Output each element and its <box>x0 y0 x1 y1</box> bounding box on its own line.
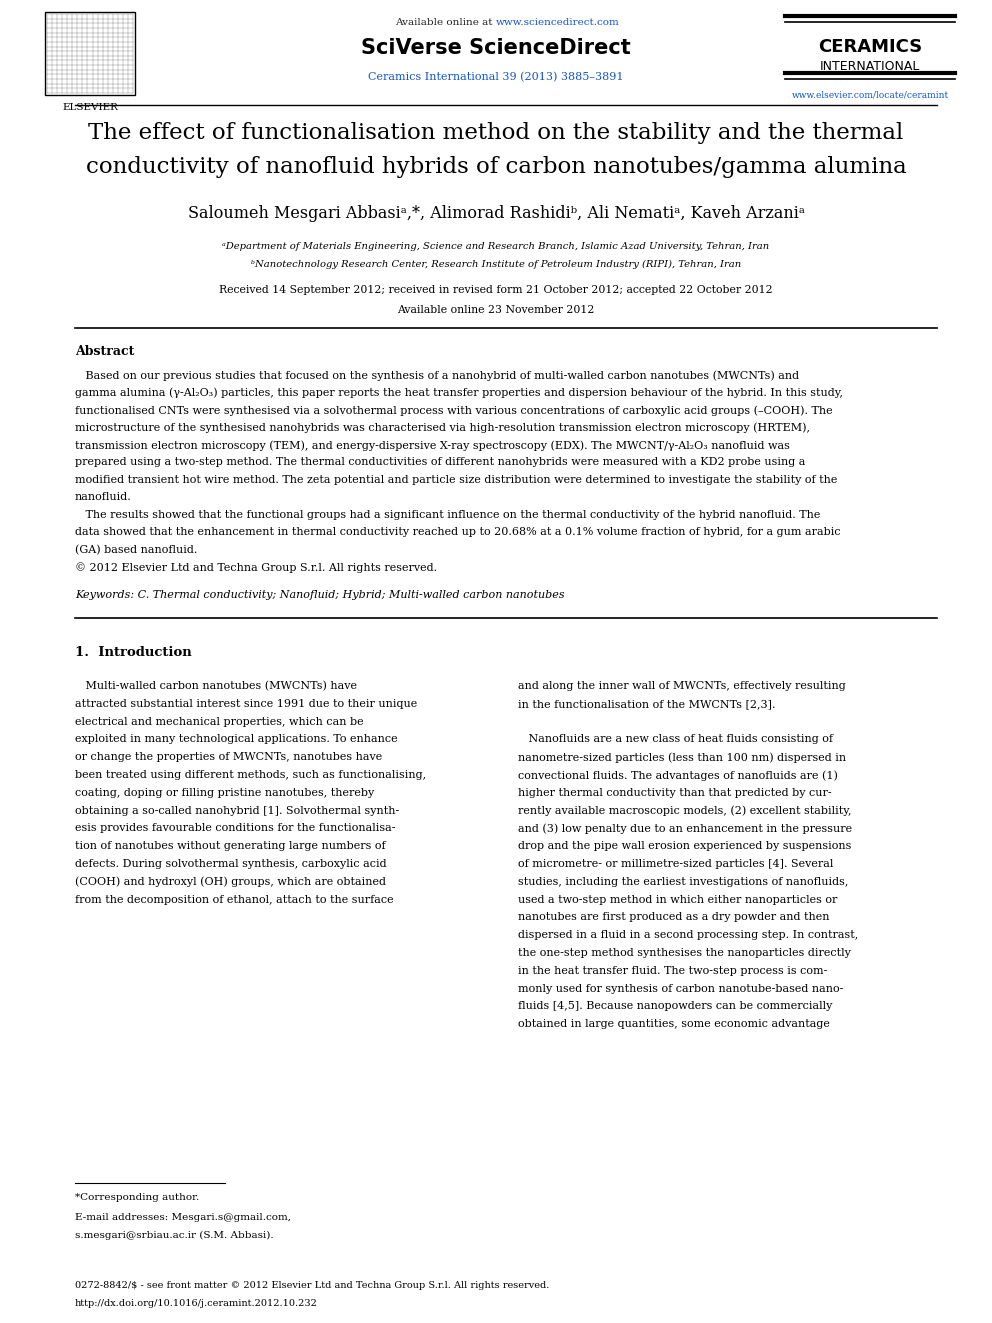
Text: Available online at: Available online at <box>395 19 496 26</box>
Text: attracted substantial interest since 1991 due to their unique: attracted substantial interest since 199… <box>75 699 418 709</box>
Text: gamma alumina (γ-Al₂O₃) particles, this paper reports the heat transfer properti: gamma alumina (γ-Al₂O₃) particles, this … <box>75 388 843 398</box>
Text: in the heat transfer fluid. The two-step process is com-: in the heat transfer fluid. The two-step… <box>519 966 828 976</box>
Text: SciVerse ScienceDirect: SciVerse ScienceDirect <box>361 38 631 58</box>
Text: tion of nanotubes without generating large numbers of: tion of nanotubes without generating lar… <box>75 841 386 851</box>
Text: monly used for synthesis of carbon nanotube-based nano-: monly used for synthesis of carbon nanot… <box>519 983 844 994</box>
Text: Available online 23 November 2012: Available online 23 November 2012 <box>398 306 594 315</box>
Text: www.elsevier.com/locate/ceramint: www.elsevier.com/locate/ceramint <box>792 90 948 99</box>
Text: or change the properties of MWCNTs, nanotubes have: or change the properties of MWCNTs, nano… <box>75 753 382 762</box>
Text: nanotubes are first produced as a dry powder and then: nanotubes are first produced as a dry po… <box>519 913 830 922</box>
Text: exploited in many technological applications. To enhance: exploited in many technological applicat… <box>75 734 398 745</box>
Text: esis provides favourable conditions for the functionalisа-: esis provides favourable conditions for … <box>75 823 396 833</box>
Text: used a two-step method in which either nanoparticles or: used a two-step method in which either n… <box>519 894 838 905</box>
Text: (COOH) and hydroxyl (OH) groups, which are obtained: (COOH) and hydroxyl (OH) groups, which a… <box>75 877 386 888</box>
Text: obtained in large quantities, some economic advantage: obtained in large quantities, some econo… <box>519 1019 830 1029</box>
Text: Received 14 September 2012; received in revised form 21 October 2012; accepted 2: Received 14 September 2012; received in … <box>219 284 773 295</box>
Text: E-mail addresses: Mesgari.s@gmail.com,: E-mail addresses: Mesgari.s@gmail.com, <box>75 1213 291 1222</box>
Text: conductivity of nanofluid hybrids of carbon nanotubes/gamma alumina: conductivity of nanofluid hybrids of car… <box>85 156 907 179</box>
Text: defects. During solvothermal synthesis, carboxylic acid: defects. During solvothermal synthesis, … <box>75 859 387 869</box>
Text: Keywords: C. Thermal conductivity; Nanofluid; Hybrid; Multi-walled carbon nanotu: Keywords: C. Thermal conductivity; Nanof… <box>75 590 564 601</box>
Text: Ceramics International 39 (2013) 3885–3891: Ceramics International 39 (2013) 3885–38… <box>368 71 624 82</box>
Text: data showed that the enhancement in thermal conductivity reached up to 20.68% at: data showed that the enhancement in ther… <box>75 528 840 537</box>
Text: been treated using different methods, such as functionalising,: been treated using different methods, su… <box>75 770 427 781</box>
Text: © 2012 Elsevier Ltd and Techna Group S.r.l. All rights reserved.: © 2012 Elsevier Ltd and Techna Group S.r… <box>75 562 437 573</box>
Text: http://dx.doi.org/10.1016/j.ceramint.2012.10.232: http://dx.doi.org/10.1016/j.ceramint.201… <box>75 1299 317 1308</box>
Text: Saloumeh Mesgari Abbasiᵃ,*, Alimorad Rashidiᵇ, Ali Nematiᵃ, Kaveh Arzaniᵃ: Saloumeh Mesgari Abbasiᵃ,*, Alimorad Ras… <box>187 205 805 222</box>
Text: nanofluid.: nanofluid. <box>75 492 132 503</box>
Text: coating, doping or filling pristine nanotubes, thereby: coating, doping or filling pristine nano… <box>75 787 374 798</box>
Text: ᵇNanotechnology Research Center, Research Institute of Petroleum Industry (RIPI): ᵇNanotechnology Research Center, Researc… <box>251 261 741 269</box>
Text: and along the inner wall of MWCNTs, effectively resulting: and along the inner wall of MWCNTs, effe… <box>519 681 846 691</box>
Text: *Corresponding author.: *Corresponding author. <box>75 1193 199 1203</box>
Text: dispersed in a fluid in a second processing step. In contrast,: dispersed in a fluid in a second process… <box>519 930 859 941</box>
Text: fluids [4,5]. Because nanopowders can be commercially: fluids [4,5]. Because nanopowders can be… <box>519 1002 833 1011</box>
Text: nanometre-sized particles (less than 100 nm) dispersed in: nanometre-sized particles (less than 100… <box>519 753 846 763</box>
Text: 0272-8842/$ - see front matter © 2012 Elsevier Ltd and Techna Group S.r.l. All r: 0272-8842/$ - see front matter © 2012 El… <box>75 1281 550 1290</box>
Text: drop and the pipe wall erosion experienced by suspensions: drop and the pipe wall erosion experienc… <box>519 841 852 851</box>
Text: rently available macroscopic models, (2) excellent stability,: rently available macroscopic models, (2)… <box>519 806 852 816</box>
Text: of micrometre- or millimetre-sized particles [4]. Several: of micrometre- or millimetre-sized parti… <box>519 859 834 869</box>
Text: electrical and mechanical properties, which can be: electrical and mechanical properties, wh… <box>75 717 364 726</box>
Text: Nanofluids are a new class of heat fluids consisting of: Nanofluids are a new class of heat fluid… <box>519 734 833 745</box>
Text: The results showed that the functional groups had a significant influence on the: The results showed that the functional g… <box>75 509 820 520</box>
Text: microstructure of the synthesised nanohybrids was characterised via high-resolut: microstructure of the synthesised nanohy… <box>75 422 810 433</box>
Text: ᵃDepartment of Materials Engineering, Science and Research Branch, Islamic Azad : ᵃDepartment of Materials Engineering, Sc… <box>222 242 770 251</box>
Text: from the decomposition of ethanol, attach to the surface: from the decomposition of ethanol, attac… <box>75 894 394 905</box>
Bar <box>45 12 135 95</box>
Text: obtaining a so-called nanohybrid [1]. Solvothermal synth-: obtaining a so-called nanohybrid [1]. So… <box>75 806 399 815</box>
Text: INTERNATIONAL: INTERNATIONAL <box>819 60 921 73</box>
Text: prepared using a two-step method. The thermal conductivities of different nanohy: prepared using a two-step method. The th… <box>75 458 806 467</box>
Text: The effect of functionalisation method on the stability and the thermal: The effect of functionalisation method o… <box>88 122 904 144</box>
Text: and (3) low penalty due to an enhancement in the pressure: and (3) low penalty due to an enhancemen… <box>519 823 853 833</box>
Text: s.mesgari@srbiau.ac.ir (S.M. Abbasi).: s.mesgari@srbiau.ac.ir (S.M. Abbasi). <box>75 1230 274 1240</box>
Text: functionalised CNTs were synthesised via a solvothermal process with various con: functionalised CNTs were synthesised via… <box>75 405 832 415</box>
Text: higher thermal conductivity than that predicted by cur-: higher thermal conductivity than that pr… <box>519 787 832 798</box>
Text: www.sciencedirect.com: www.sciencedirect.com <box>496 19 620 26</box>
Text: studies, including the earliest investigations of nanofluids,: studies, including the earliest investig… <box>519 877 849 886</box>
Text: modified transient hot wire method. The zeta potential and particle size distrib: modified transient hot wire method. The … <box>75 475 837 486</box>
Text: transmission electron microscopy (TEM), and energy-dispersive X-ray spectroscopy: transmission electron microscopy (TEM), … <box>75 441 790 451</box>
Text: Based on our previous studies that focused on the synthesis of a nanohybrid of m: Based on our previous studies that focus… <box>75 370 800 381</box>
Text: 1.  Introduction: 1. Introduction <box>75 646 191 659</box>
Text: convectional fluids. The advantages of nanofluids are (1): convectional fluids. The advantages of n… <box>519 770 838 781</box>
Text: CERAMICS: CERAMICS <box>817 38 923 56</box>
Text: the one-step method synthesises the nanoparticles directly: the one-step method synthesises the nano… <box>519 949 851 958</box>
Text: in the functionalisation of the MWCNTs [2,3].: in the functionalisation of the MWCNTs [… <box>519 699 776 709</box>
Text: Multi-walled carbon nanotubes (MWCNTs) have: Multi-walled carbon nanotubes (MWCNTs) h… <box>75 681 357 692</box>
Text: Abstract: Abstract <box>75 345 134 359</box>
Text: (GA) based nanofluid.: (GA) based nanofluid. <box>75 545 197 556</box>
Text: ELSEVIER: ELSEVIER <box>62 103 118 112</box>
